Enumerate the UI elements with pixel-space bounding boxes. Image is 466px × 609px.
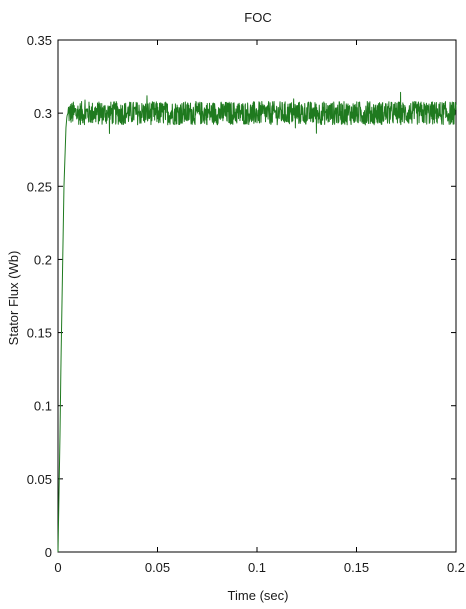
series-layer bbox=[57, 91, 457, 553]
plot-area: 00.050.10.150.20.250.30.35 0 0.05 0.1 0.15 0… bbox=[27, 33, 465, 575]
series-line-0 bbox=[57, 91, 457, 553]
x-tick-label: 0 bbox=[54, 560, 61, 575]
y-tick-label: 0.3 bbox=[34, 106, 52, 121]
x-axis-ticks: 0 0.05 0.1 0.15 0.2 bbox=[54, 40, 465, 575]
y-tick-label: 0.25 bbox=[27, 179, 52, 194]
y-tick-label: 0.35 bbox=[27, 33, 52, 48]
x-axis-title: Time (sec) bbox=[228, 588, 289, 603]
x-tick-label: 0.2 bbox=[447, 560, 465, 575]
y-tick-label: 0.05 bbox=[27, 472, 52, 487]
y-tick-label: 0.15 bbox=[27, 326, 52, 341]
x-tick-label: 0.15 bbox=[344, 560, 369, 575]
y-tick-label: 0 bbox=[45, 545, 52, 560]
x-tick-label: 0.1 bbox=[248, 560, 266, 575]
chart-title: FOC bbox=[244, 10, 271, 25]
x-tick-label: 0.05 bbox=[145, 560, 170, 575]
y-axis-ticks: 0 0.05 0.1 0.15 0.2 0.25 0.3 0.35 bbox=[27, 33, 456, 560]
y-tick-label: 0.1 bbox=[34, 399, 52, 414]
y-tick-label: 0.2 bbox=[34, 252, 52, 267]
y-axis-title: Stator Flux (Wb) bbox=[6, 251, 21, 346]
